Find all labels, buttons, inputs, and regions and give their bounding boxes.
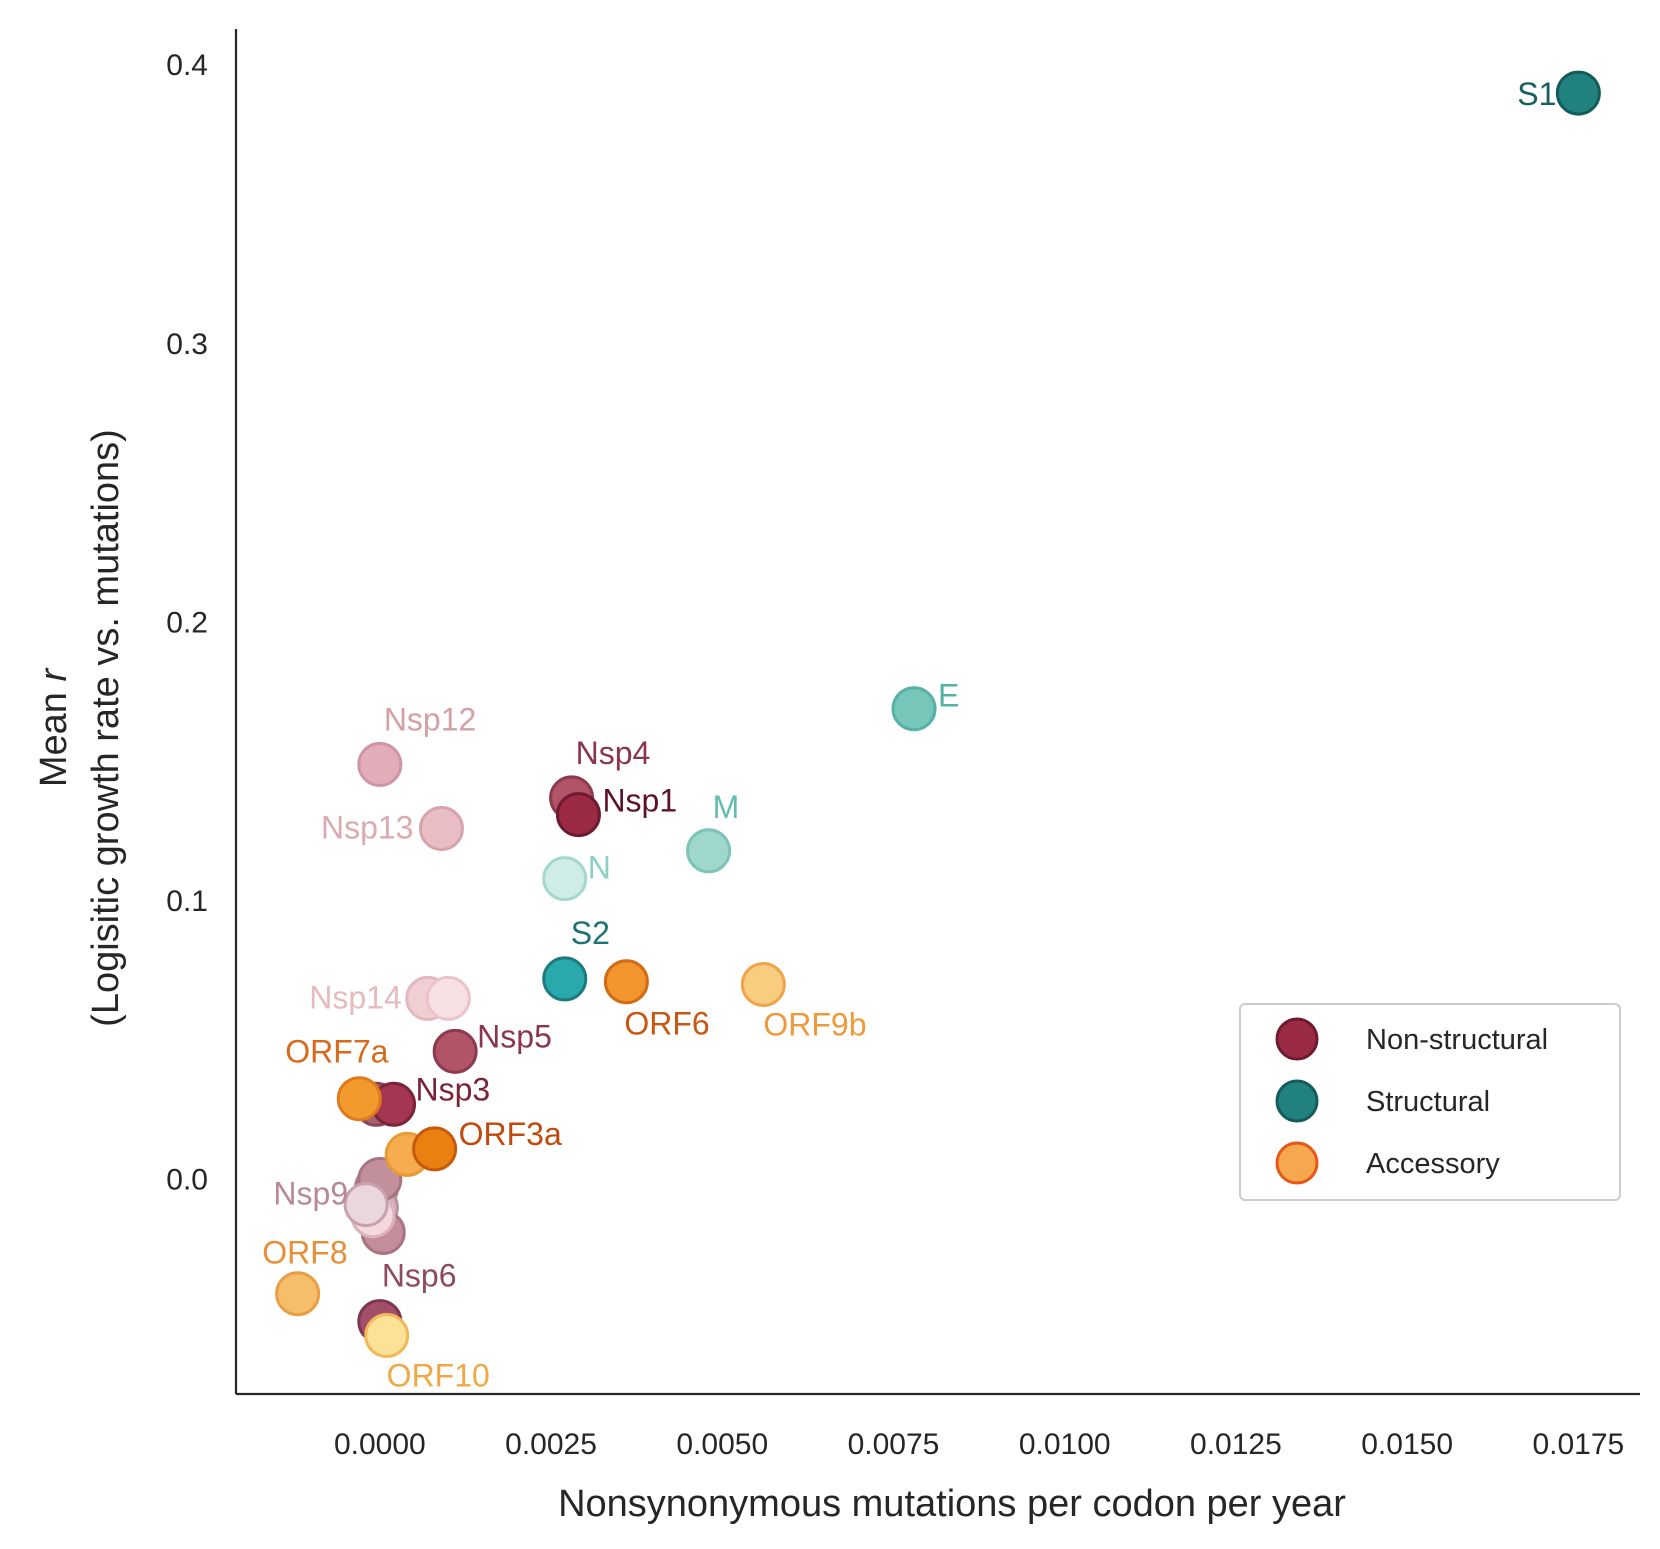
data-point xyxy=(542,856,588,902)
point-label: N xyxy=(588,850,611,886)
y-tick-label: 0.3 xyxy=(166,328,208,361)
point-label: Nsp4 xyxy=(576,735,651,771)
point-label: ORF7a xyxy=(285,1034,388,1070)
legend-marker xyxy=(1275,1017,1319,1061)
data-point xyxy=(686,828,732,874)
data-point xyxy=(336,1076,382,1122)
data-point xyxy=(418,806,464,851)
point-label: Nsp6 xyxy=(382,1258,457,1294)
point-label: ORF3a xyxy=(459,1116,562,1152)
data-point xyxy=(555,792,601,838)
y-tick-label: 0.0 xyxy=(166,1164,208,1197)
x-tick-label: 0.0125 xyxy=(1190,1428,1282,1461)
legend-label: Structural xyxy=(1366,1086,1490,1118)
x-tick-label: 0.0000 xyxy=(334,1428,426,1461)
y-tick-label: 0.4 xyxy=(166,49,208,82)
point-label: Nsp5 xyxy=(477,1018,552,1054)
point-label: S1 xyxy=(1517,76,1556,112)
legend: Non-structural Structural Accessory xyxy=(1239,1003,1621,1201)
data-point xyxy=(364,1313,410,1358)
data-points xyxy=(275,70,1601,1358)
point-label: ORF9b xyxy=(763,1007,866,1043)
point-label: Nsp12 xyxy=(384,701,477,737)
data-point xyxy=(425,975,471,1021)
x-tick-label: 0.0050 xyxy=(676,1428,768,1461)
legend-label: Non-structural xyxy=(1366,1024,1548,1056)
point-label: ORF8 xyxy=(262,1235,347,1271)
legend-frame xyxy=(1239,1003,1621,1201)
data-point xyxy=(432,1028,478,1074)
data-point xyxy=(275,1271,321,1317)
point-label: M xyxy=(713,789,740,825)
data-point xyxy=(412,1126,458,1172)
data-point xyxy=(891,686,937,732)
x-tick-label: 0.0100 xyxy=(1019,1428,1111,1461)
y-axis-title-line2: (Logisitic growth rate vs. mutations) xyxy=(85,429,127,1027)
point-label: Nsp3 xyxy=(416,1071,491,1107)
data-point xyxy=(1555,70,1601,116)
axes xyxy=(234,29,1640,1396)
legend-items: Non-structural Structural Accessory xyxy=(1275,1017,1548,1185)
y-tick-label: 0.1 xyxy=(166,885,208,918)
point-label: Nsp1 xyxy=(602,783,677,819)
y-axis-title-prefix: Mean xyxy=(33,682,75,788)
point-label: ORF6 xyxy=(624,1006,709,1042)
point-label: Nsp9 xyxy=(273,1176,348,1212)
data-point xyxy=(357,741,403,787)
data-point xyxy=(542,956,588,1002)
point-labels: S1 E M N S2 Nsp4 Nsp1 Nsp12 Nsp13 Nsp14 Nsp5 Nsp3 Ns… xyxy=(262,76,1556,1393)
x-axis-title: Nonsynonymous mutations per codon per ye… xyxy=(558,1483,1346,1525)
x-tick-label: 0.0175 xyxy=(1532,1428,1624,1461)
x-tick-labels: 0.0000 0.0025 0.0050 0.0075 0.0100 0.0125 0.01… xyxy=(334,1428,1624,1461)
x-tick-label: 0.0025 xyxy=(505,1428,597,1461)
point-label: E xyxy=(938,678,959,714)
point-label: ORF10 xyxy=(387,1358,490,1394)
point-label: Nsp13 xyxy=(321,810,414,846)
data-point xyxy=(343,1182,389,1228)
legend-marker xyxy=(1275,1079,1319,1123)
point-label: Nsp14 xyxy=(309,979,402,1015)
y-tick-label: 0.2 xyxy=(166,606,208,639)
point-label: S2 xyxy=(571,915,610,951)
x-tick-label: 0.0150 xyxy=(1361,1428,1453,1461)
y-axis-title-variable: r xyxy=(33,668,75,682)
legend-marker xyxy=(1275,1141,1319,1185)
data-point xyxy=(740,962,786,1007)
data-point xyxy=(603,959,649,1005)
x-tick-label: 0.0075 xyxy=(848,1428,940,1461)
y-tick-labels: 0.0 0.1 0.2 0.3 0.4 xyxy=(166,49,208,1196)
legend-label: Accessory xyxy=(1366,1148,1500,1180)
y-axis-title-line1: Mean r xyxy=(33,668,75,788)
